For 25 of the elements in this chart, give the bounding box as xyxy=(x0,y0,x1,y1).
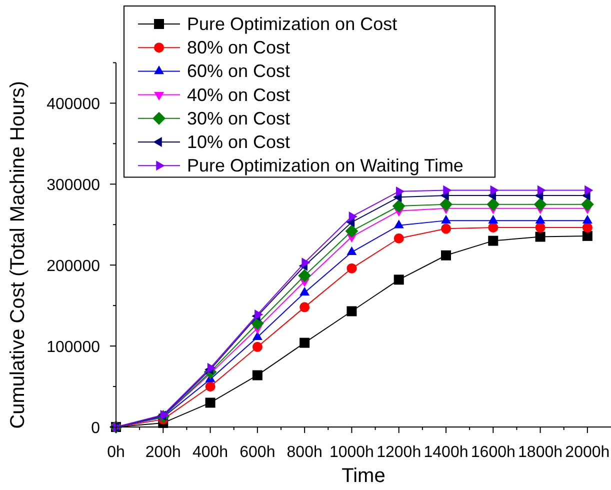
legend-label: 40% on Cost xyxy=(187,84,290,105)
y-tick-label: 100000 xyxy=(46,339,100,356)
x-tick-label: 2000h xyxy=(565,444,610,461)
x-tick-label: 1800h xyxy=(518,444,563,461)
legend-label: 80% on Cost xyxy=(187,38,290,58)
y-tick-label: 300000 xyxy=(46,177,100,194)
x-axis-title: Time xyxy=(342,465,386,487)
y-tick-label: 200000 xyxy=(46,258,100,276)
x-tick-label: 1200h xyxy=(376,444,422,461)
legend-label: Pure Optimization on Waiting Time xyxy=(187,156,464,176)
legend-label: 30% on Cost xyxy=(187,108,290,128)
x-tick-label: 0h xyxy=(107,444,125,461)
x-tick-label: 1400h xyxy=(424,444,468,461)
x-tick-label: 400h xyxy=(192,444,228,461)
y-tick-label: 0 xyxy=(91,420,100,437)
x-tick-label: 1600h xyxy=(470,444,516,461)
y-tick-label: 400000 xyxy=(46,96,100,114)
legend-label: 10% on Cost xyxy=(187,132,290,152)
y-axis-title: Cumulative Cost (Total Machine Hours) xyxy=(7,80,29,429)
legend-label: 60% on Cost xyxy=(187,61,290,82)
x-tick-label: 1000h xyxy=(329,444,374,461)
legend-label: Pure Optimization on Cost xyxy=(187,14,398,34)
x-tick-label: 600h xyxy=(240,444,276,461)
x-tick-label: 200h xyxy=(145,444,181,461)
x-tick-label: 800h xyxy=(286,444,322,461)
